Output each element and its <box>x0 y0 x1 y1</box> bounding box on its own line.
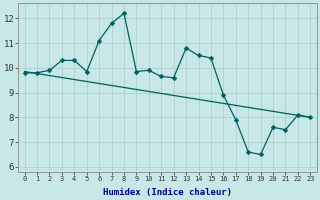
X-axis label: Humidex (Indice chaleur): Humidex (Indice chaleur) <box>103 188 232 197</box>
